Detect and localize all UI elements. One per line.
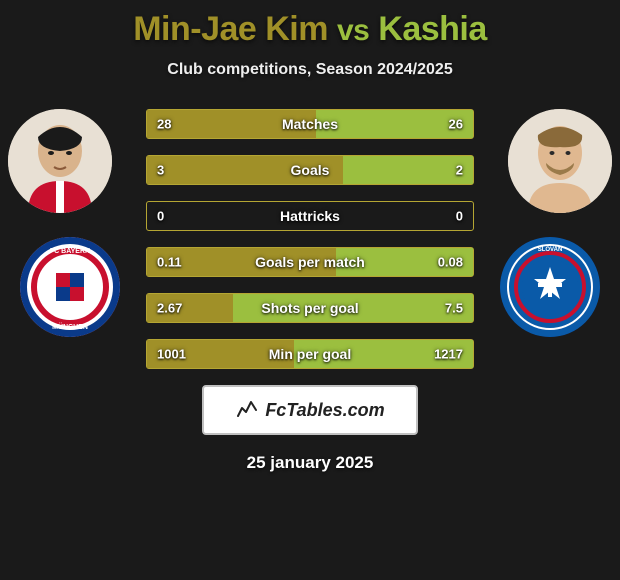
- stat-value-right: 1217: [434, 347, 463, 362]
- stat-label: Goals: [291, 162, 330, 178]
- stat-value-left: 0.11: [157, 255, 182, 270]
- subtitle: Club competitions, Season 2024/2025: [0, 61, 620, 79]
- club-1-logo: FC BAYERN MÜNCHEN: [20, 237, 120, 337]
- stat-row: 28 26 Matches: [146, 109, 474, 139]
- page-title: Min-Jae Kim vs Kashia: [0, 0, 620, 49]
- attribution-icon: [235, 396, 259, 425]
- stat-label: Shots per goal: [261, 300, 358, 316]
- stat-row: 3 2 Goals: [146, 155, 474, 185]
- stat-value-right: 7.5: [445, 301, 463, 316]
- stat-value-left: 2.67: [157, 301, 182, 316]
- stat-value-left: 3: [157, 163, 164, 178]
- stat-row: 2.67 7.5 Shots per goal: [146, 293, 474, 323]
- stat-fill-right: [343, 156, 473, 184]
- svg-text:SLOVAN: SLOVAN: [538, 247, 563, 253]
- stat-value-left: 0: [157, 209, 164, 224]
- stat-value-right: 0: [456, 209, 463, 224]
- stat-row: 0.11 0.08 Goals per match: [146, 247, 474, 277]
- stats-bars: 28 26 Matches 3 2 Goals 0 0 Hattricks 0.11 0.08 Goa…: [146, 109, 474, 369]
- player-2-photo: [508, 109, 612, 213]
- stat-value-left: 28: [157, 117, 171, 132]
- stat-value-left: 1001: [157, 347, 186, 362]
- club-2-logo: SLOVAN: [500, 237, 600, 337]
- attribution-badge: FcTables.com: [202, 385, 418, 435]
- title-player1: Min-Jae Kim: [133, 10, 328, 48]
- stat-label: Matches: [282, 116, 338, 132]
- stat-label: Goals per match: [255, 254, 365, 270]
- stat-value-right: 0.08: [438, 255, 463, 270]
- comparison-main: FC BAYERN MÜNCHEN SLOVAN 28 26 Matches 3 2 Go…: [0, 109, 620, 369]
- stat-value-right: 26: [449, 117, 463, 132]
- stat-value-right: 2: [456, 163, 463, 178]
- date-text: 25 january 2025: [0, 453, 620, 473]
- stat-label: Min per goal: [269, 346, 351, 362]
- title-player2: Kashia: [378, 10, 487, 48]
- title-vs: vs: [337, 14, 369, 47]
- stat-row: 1001 1217 Min per goal: [146, 339, 474, 369]
- attribution-text: FcTables.com: [265, 400, 384, 421]
- svg-text:MÜNCHEN: MÜNCHEN: [52, 322, 88, 331]
- stat-row: 0 0 Hattricks: [146, 201, 474, 231]
- player-1-photo: [8, 109, 112, 213]
- stat-label: Hattricks: [280, 208, 340, 224]
- svg-text:FC BAYERN: FC BAYERN: [50, 248, 90, 255]
